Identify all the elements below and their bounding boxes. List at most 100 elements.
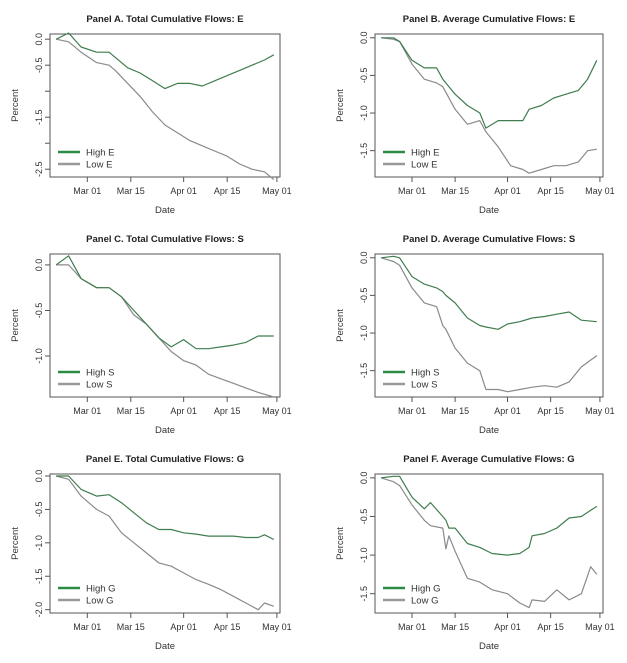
y-axis: 0.0 -0.5 -1.0 -1.5 (359, 252, 375, 379)
x-tick-label: Apr 01 (170, 406, 197, 416)
panel-f: Panel F. Average Cumulative Flows: G 0.0 -… (335, 454, 615, 652)
x-tick-label: Mar 15 (117, 186, 145, 196)
x-tick-label: Apr 01 (170, 186, 197, 196)
legend-label-low: Low E (411, 160, 437, 171)
x-tick-label: May 01 (585, 622, 615, 632)
y-tick-label: -1.5 (359, 363, 369, 379)
x-tick-label: Mar 01 (398, 186, 426, 196)
y-tick-label: -2.0 (34, 602, 44, 618)
legend-label-high: High S (411, 368, 440, 379)
x-tick-label: Mar 01 (73, 186, 101, 196)
legend-label-low: Low G (86, 596, 113, 607)
x-tick-label: Apr 15 (214, 186, 241, 196)
legend-label-low: Low G (411, 596, 438, 607)
y-tick-label: 0.0 (34, 33, 44, 46)
series-line-low-e (56, 38, 275, 181)
panel-title: Panel F. Average Cumulative Flows: G (403, 454, 574, 465)
series-line-high-g (56, 475, 275, 541)
y-axis-label: Percent (10, 309, 21, 342)
y-tick-label: -0.5 (359, 509, 369, 525)
x-axis: Mar 01 Mar 15 Apr 01 Apr 15 May 01 (73, 397, 292, 416)
y-axis-label: Percent (335, 527, 346, 560)
plot-frame (374, 253, 604, 398)
x-tick-label: Apr 15 (537, 406, 564, 416)
x-axis-label: Date (155, 425, 175, 436)
x-tick-label: Mar 15 (441, 622, 469, 632)
x-tick-label: Apr 15 (214, 406, 241, 416)
plot-frame (49, 473, 281, 614)
x-tick-label: May 01 (262, 186, 292, 196)
legend-label-low: Low E (86, 160, 112, 171)
x-tick-label: May 01 (262, 622, 292, 632)
y-tick-label: -1.5 (34, 109, 44, 125)
x-tick-label: Apr 01 (170, 622, 197, 632)
y-tick-label: -1.5 (359, 143, 369, 159)
x-axis-label: Date (155, 205, 175, 216)
y-tick-label: -0.5 (359, 68, 369, 84)
x-tick-label: Apr 01 (494, 406, 521, 416)
legend-label-high: High S (86, 368, 115, 379)
x-tick-label: Mar 01 (73, 622, 101, 632)
x-tick-label: Mar 15 (441, 186, 469, 196)
x-tick-label: Apr 15 (537, 622, 564, 632)
series-line-high-e (381, 37, 598, 129)
x-tick-label: Apr 01 (494, 622, 521, 632)
x-axis: Mar 01 Mar 15 Apr 01 Apr 15 May 01 (73, 613, 292, 632)
y-tick-label: -1.5 (359, 586, 369, 602)
x-tick-label: Mar 01 (398, 406, 426, 416)
x-tick-label: Mar 01 (73, 406, 101, 416)
x-tick-label: Mar 15 (117, 406, 145, 416)
y-tick-label: -2.5 (34, 161, 44, 177)
legend-label-high: High G (411, 584, 441, 595)
panel-title: Panel A. Total Cumulative Flows: E (86, 14, 243, 25)
y-tick-label: -0.5 (34, 303, 44, 319)
legend-label-high: High E (86, 148, 115, 159)
x-tick-label: Apr 15 (214, 622, 241, 632)
y-axis: 0.0 -0.5 -1.0 -1.5 (359, 472, 375, 602)
x-tick-label: Mar 01 (398, 622, 426, 632)
panel-b: Panel B. Average Cumulative Flows: E 0.0 -… (335, 14, 615, 216)
y-tick-label: -0.5 (359, 288, 369, 304)
y-tick-label: -1.0 (34, 535, 44, 551)
y-tick-label: -0.5 (34, 57, 44, 73)
y-axis: 0.0 -0.5 -1.0 -1.5 (359, 32, 375, 159)
y-axis-label: Percent (335, 89, 346, 122)
panel-title: Panel D. Average Cumulative Flows: S (403, 234, 575, 245)
y-tick-label: 0.0 (359, 472, 369, 485)
y-axis-label: Percent (10, 89, 21, 122)
y-tick-label: 0.0 (359, 252, 369, 265)
y-tick-label: 0.0 (359, 32, 369, 45)
x-axis-label: Date (479, 425, 499, 436)
x-axis: Mar 01 Mar 15 Apr 01 Apr 15 May 01 (73, 177, 292, 196)
series-line-low-g (381, 477, 598, 609)
x-axis: Mar 01 Mar 15 Apr 01 Apr 15 May 01 (398, 177, 615, 196)
y-axis: 0.0 -0.5 -1.5 -2.5 (34, 33, 50, 177)
panel-c: Panel C. Total Cumulative Flows: S 0.0 -0.… (10, 234, 292, 436)
panel-title: Panel B. Average Cumulative Flows: E (403, 14, 575, 25)
legend-label-low: Low S (86, 380, 112, 391)
x-axis-label: Date (479, 205, 499, 216)
x-tick-label: May 01 (262, 406, 292, 416)
x-tick-label: May 01 (585, 406, 615, 416)
series-line-high-e (55, 32, 275, 90)
panel-d: Panel D. Average Cumulative Flows: S 0.0 -… (335, 234, 615, 436)
x-axis-label: Date (479, 641, 499, 652)
series-line-high-s (55, 255, 274, 350)
legend-label-high: High E (411, 148, 440, 159)
series-line-high-s (381, 255, 597, 330)
y-axis: 0.0 -0.5 -1.0 (34, 259, 50, 364)
series-line-high-g (381, 475, 598, 556)
panel-title: Panel E. Total Cumulative Flows: G (86, 454, 244, 465)
panel-a: Panel A. Total Cumulative Flows: E 0.0 -0.… (10, 14, 292, 216)
x-tick-label: Mar 15 (117, 622, 145, 632)
x-axis: Mar 01 Mar 15 Apr 01 Apr 15 May 01 (398, 397, 615, 416)
x-tick-label: Apr 15 (537, 186, 564, 196)
y-tick-label: 0.0 (34, 470, 44, 483)
series-line-low-s (381, 257, 598, 393)
plot-frame (374, 33, 604, 178)
y-tick-label: -1.0 (359, 325, 369, 341)
